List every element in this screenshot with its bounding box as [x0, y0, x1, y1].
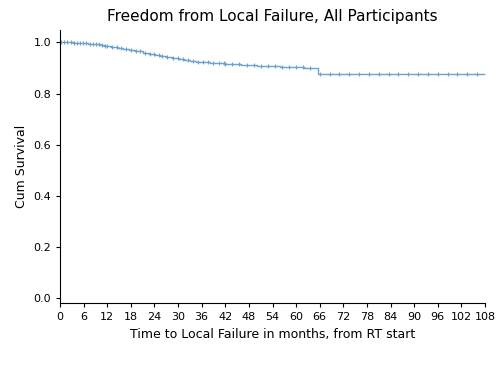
Y-axis label: Cum Survival: Cum Survival — [14, 125, 28, 208]
X-axis label: Time to Local Failure in months, from RT start: Time to Local Failure in months, from RT… — [130, 328, 415, 341]
Title: Freedom from Local Failure, All Participants: Freedom from Local Failure, All Particip… — [107, 9, 438, 24]
